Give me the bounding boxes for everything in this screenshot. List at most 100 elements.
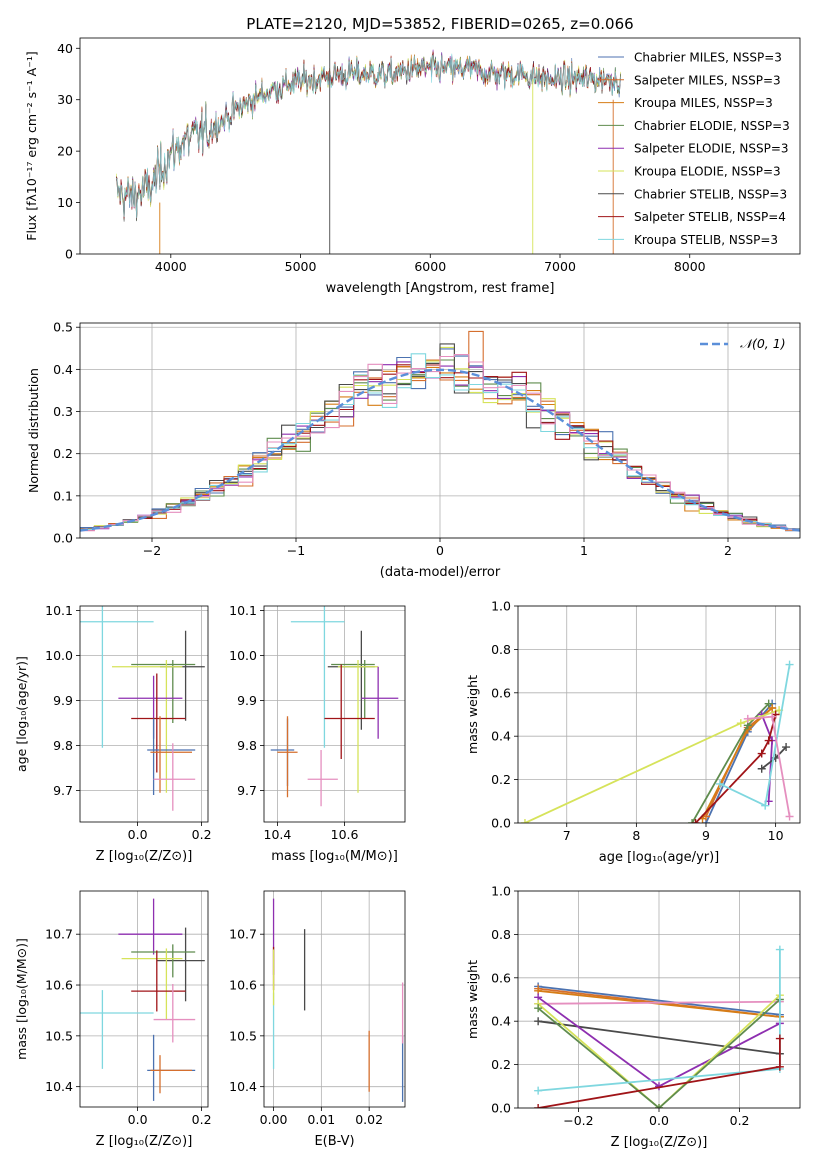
weight-marker <box>768 712 777 721</box>
weight-marker <box>775 945 784 954</box>
x-axis-label: Z [log₁₀(Z/Z⊙)] <box>96 1134 193 1149</box>
error-bar <box>80 990 154 1069</box>
legend: Chabrier MILES, NSSP=3 Salpeter MILES, NS… <box>598 51 790 247</box>
legend-label: 𝒩(0, 1) <box>740 336 786 351</box>
y-tick-label: 10 <box>57 195 73 210</box>
weight-marker <box>757 749 766 758</box>
y-tick-label: 0.8 <box>491 642 511 657</box>
y-tick-label: 0.2 <box>53 446 73 461</box>
error-bar <box>131 950 186 1012</box>
chart-title: PLATE=2120, MJD=53852, FIBERID=0265, z=0… <box>246 15 633 33</box>
y-tick-label: 10.0 <box>45 648 73 663</box>
legend-label: Salpeter ELODIE, NSSP=3 <box>634 142 789 156</box>
y-tick-label: 9.8 <box>53 738 73 753</box>
y-tick-label: 9.7 <box>53 783 73 798</box>
axes-frame <box>79 605 209 823</box>
axes-frame <box>517 605 801 824</box>
error-bar <box>112 660 183 793</box>
legend-label: Kroupa MILES, NSSP=3 <box>634 96 773 110</box>
error-bar <box>324 664 375 759</box>
error-bar <box>277 716 298 798</box>
y-tick-label: 30 <box>57 92 73 107</box>
error-bar <box>331 660 375 719</box>
plot-area <box>534 945 784 1108</box>
error-bar <box>121 948 183 1020</box>
weight-marker <box>768 703 777 712</box>
x-tick-label: 5000 <box>285 259 317 274</box>
weight-line <box>537 985 781 1016</box>
x-tick-label: −0.2 <box>563 1113 593 1128</box>
histogram-step <box>80 353 800 531</box>
error-bar <box>118 898 183 955</box>
error-bar <box>131 660 196 723</box>
y-tick-label: 10.5 <box>229 1028 257 1043</box>
weight-line <box>537 994 781 1108</box>
panel-4: 7 8 9 10 0.0 0.2 0.4 0.6 0.8 1.0 age [log₁₀(age/yr… <box>465 599 801 865</box>
y-tick-label: 1.0 <box>491 599 511 614</box>
y-tick-label: 9.7 <box>237 783 257 798</box>
x-axis-label: (data-model)/error <box>380 565 501 580</box>
y-tick-label: 0.4 <box>491 1014 511 1029</box>
x-tick-label: 2 <box>724 543 732 558</box>
weight-marker <box>534 1004 543 1013</box>
legend-label: Kroupa STELIB, NSSP=3 <box>634 233 778 247</box>
weight-marker <box>688 819 697 823</box>
error-bar <box>131 944 196 978</box>
y-tick-label: 0.8 <box>491 927 511 942</box>
y-tick-label: 0.3 <box>53 404 73 419</box>
y-tick-label: 0.5 <box>53 320 73 335</box>
legend-label: Salpeter STELIB, NSSP=4 <box>634 210 786 224</box>
error-bar <box>290 606 345 748</box>
y-tick-label: 0 <box>65 247 73 262</box>
weight-line <box>538 989 780 1018</box>
y-tick-label: 10.7 <box>45 927 73 942</box>
error-bar <box>150 716 192 793</box>
y-tick-label: 0.0 <box>491 1101 511 1116</box>
y-tick-label: 10.7 <box>229 927 257 942</box>
x-tick-label: 0.02 <box>355 1112 383 1127</box>
x-tick-label: 0.2 <box>192 1112 212 1127</box>
y-axis-label: Flux [fλ10⁻¹⁷ erg cm⁻² s⁻¹ A⁻¹] <box>24 51 39 240</box>
y-tick-label: 9.9 <box>237 693 257 708</box>
panel-7: −0.2 0.0 0.2 0.0 0.2 0.4 0.6 0.8 1.0 Z [log₁₀(Z/Z… <box>465 884 801 1150</box>
x-axis-label: age [log₁₀(age/yr)] <box>599 850 720 865</box>
weight-marker <box>534 1017 543 1026</box>
weight-marker <box>534 1086 543 1095</box>
plot-area <box>80 330 800 532</box>
x-tick-label: 0 <box>436 543 444 558</box>
y-tick-label: 10.4 <box>229 1079 257 1094</box>
x-tick-label: 1 <box>580 543 588 558</box>
x-tick-label: 10.4 <box>264 827 292 842</box>
y-tick-label: 0.0 <box>491 816 511 831</box>
legend-label: Salpeter MILES, NSSP=3 <box>634 73 781 87</box>
y-axis-label: mass [log₁₀(M/M⊙)] <box>14 938 29 1060</box>
error-bar <box>307 750 338 807</box>
axes-frame <box>79 890 209 1108</box>
panel-3: 10.4 10.6 9.7 9.8 9.9 10.0 10.1 mass [log₁₀(M/M… <box>229 603 406 864</box>
legend-label: Kroupa ELODIE, NSSP=3 <box>634 165 781 179</box>
error-bar <box>156 927 205 1002</box>
x-tick-label: 0.2 <box>192 827 212 842</box>
weight-marker <box>761 801 770 810</box>
x-tick-label: 0.00 <box>260 1112 288 1127</box>
weight-marker <box>764 736 773 745</box>
x-tick-label: 0.0 <box>128 827 148 842</box>
axes-frame <box>79 37 801 255</box>
error-bar <box>150 1055 192 1094</box>
plot-area <box>80 898 205 1101</box>
weight-marker <box>757 764 766 773</box>
y-tick-label: 9.8 <box>237 738 257 753</box>
x-tick-label: 9 <box>702 828 710 843</box>
error-bar <box>153 984 196 1043</box>
plot-area <box>270 606 399 807</box>
plot-area <box>520 660 794 823</box>
y-tick-label: 1.0 <box>491 884 511 899</box>
y-tick-label: 40 <box>57 41 73 56</box>
panel-5: 0.0 0.2 10.4 10.5 10.6 10.7 Z [log₁₀(Z/Z⊙)] mas… <box>14 890 212 1149</box>
y-axis-label: mass weight <box>465 960 480 1039</box>
x-tick-label: 8 <box>632 828 640 843</box>
plot-area <box>80 606 205 811</box>
weight-marker <box>775 1062 784 1071</box>
weight-marker <box>691 819 700 823</box>
